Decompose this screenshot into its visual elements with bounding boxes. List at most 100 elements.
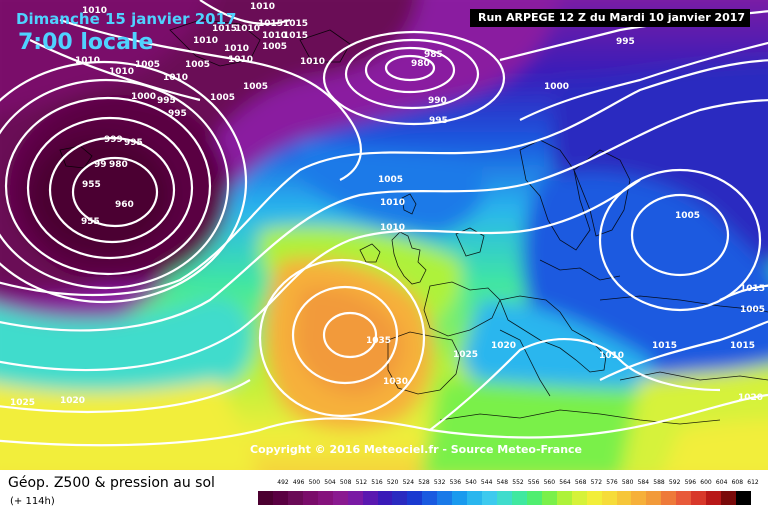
color-scale-swatch — [302, 491, 318, 505]
isobar-label: 1005 — [243, 82, 268, 92]
color-scale-tick-label: 496 — [292, 479, 305, 486]
color-scale-tick-label: 524 — [402, 479, 415, 486]
isobar-labels: 1010 1015 1010 1015 1015 1010 1015 1010 … — [10, 2, 765, 408]
isobar-label: 995 — [616, 37, 635, 47]
color-scale-swatch — [407, 491, 423, 505]
color-scale-swatch — [631, 491, 647, 505]
color-scale-swatch — [511, 491, 527, 505]
isobar-label: 1010 — [193, 36, 218, 46]
isobar-label: 1010 — [75, 56, 100, 66]
color-scale-swatch — [347, 491, 363, 505]
isobar-label: 999 — [104, 135, 123, 145]
color-scale-tick-label: 592 — [668, 479, 681, 486]
isobar-label: 1005 — [210, 93, 235, 103]
color-scale-tick-label: 564 — [559, 479, 571, 486]
color-scale-tick-label: 516 — [371, 479, 383, 486]
isobar-label: 1010 — [380, 198, 405, 208]
isobar-label: 1010 — [109, 67, 134, 77]
color-scale-tick-label: 576 — [606, 479, 618, 486]
color-scale-swatch — [526, 491, 542, 505]
color-scale-swatch — [661, 491, 677, 505]
color-scale-tick-label: 512 — [355, 479, 368, 486]
z500-field — [0, 0, 768, 470]
color-scale-swatch — [586, 491, 602, 505]
color-scale-swatch — [736, 491, 751, 505]
color-scale-tick-label: 572 — [590, 479, 603, 486]
isobars — [0, 0, 768, 445]
legend-footer: Géop. Z500 & pression au sol (+ 114h) 49… — [0, 470, 768, 512]
isobar-label: 1025 — [10, 398, 35, 408]
copyright-notice: Copyright © 2016 Meteociel.fr - Source M… — [250, 443, 583, 456]
color-scale-swatch — [258, 491, 273, 505]
isobar-label: 995 — [168, 109, 187, 119]
color-scale-swatch — [362, 491, 378, 505]
isobar-label: 980 — [411, 59, 430, 69]
isobar-label: 990 — [428, 96, 447, 106]
isobar-label: 1010 — [380, 223, 405, 233]
color-scale-tick-label: 508 — [339, 479, 352, 486]
color-scale-tick-label: 556 — [527, 479, 540, 486]
color-scale-tick-label: 580 — [621, 479, 634, 486]
isobar-label: 1005 — [378, 175, 403, 185]
isobar-label: 1010 — [228, 55, 253, 65]
color-scale-tick-label: 532 — [433, 479, 446, 486]
color-scale-tick-label: 552 — [512, 479, 524, 486]
isobar-label: 1015 — [283, 31, 308, 41]
color-scale-swatch — [332, 491, 348, 505]
color-scale-tick-label: 604 — [715, 479, 728, 486]
isobar-label: 1015 — [212, 24, 237, 34]
isobar-label: 995 — [157, 96, 176, 106]
coastlines — [59, 19, 768, 425]
isobar-label: 1015 — [258, 19, 283, 29]
color-scale-swatch — [437, 491, 453, 505]
color-scale-swatch — [272, 491, 288, 505]
color-scale-swatch — [422, 491, 438, 505]
forecast-time: 7:00 locale — [18, 30, 154, 55]
isobar-label: 960 — [115, 200, 134, 210]
color-scale-swatch — [706, 491, 722, 505]
color-scale-tick-label: 588 — [653, 479, 665, 486]
color-scale-tick-label: 584 — [637, 479, 650, 486]
forecast-date: Dimanche 15 janvier 2017 — [16, 10, 237, 28]
forecast-hour: (+ 114h) — [10, 496, 55, 507]
isobar-label: 1020 — [60, 396, 85, 406]
isobar-label: 985 — [424, 50, 443, 60]
color-scale-tick-label: 492 — [277, 479, 289, 486]
isobar-label: 1005 — [675, 211, 700, 221]
color-scale-tick-label: 560 — [543, 479, 556, 486]
isobar-label: 955 — [81, 217, 100, 227]
isobar-label: 1010 — [82, 6, 107, 16]
color-scale-swatch — [392, 491, 408, 505]
color-scale-swatch — [676, 491, 692, 505]
color-scale-tick-label: 528 — [418, 479, 430, 486]
color-scale-tick-label: 544 — [480, 479, 493, 486]
isobar-label: 1010 — [300, 57, 325, 67]
isobar-label: 955 — [82, 180, 101, 190]
isobar-label: 1005 — [740, 305, 765, 315]
color-scale-swatch — [556, 491, 572, 505]
isobar-label: 980 — [109, 160, 128, 170]
isobar-label: 1010 — [262, 31, 287, 41]
isobar-label: 1025 — [453, 350, 478, 360]
run-info: Run ARPEGE 12 Z du Mardi 10 janvier 2017 — [478, 11, 746, 24]
color-scale-swatch — [541, 491, 557, 505]
color-scale-swatch — [721, 491, 736, 505]
color-scale-tick-label: 536 — [449, 479, 462, 486]
color-scale-swatch — [467, 491, 483, 505]
isobar-label: 1010 — [163, 73, 188, 83]
isobar-label: 1000 — [544, 82, 569, 92]
isobar-label: 1000 — [131, 92, 156, 102]
isobar-label: 1010 — [224, 44, 249, 54]
color-scale-swatch — [497, 491, 512, 505]
color-scale-swatch — [287, 491, 303, 505]
isobar-label: 1010 — [250, 2, 275, 12]
color-scale-swatch — [377, 491, 393, 505]
isobar-label: 995 — [429, 116, 448, 126]
isobar-label: 1035 — [366, 336, 391, 346]
color-scale-tick-label: 520 — [386, 479, 399, 486]
isobar-label: 1005 — [135, 60, 160, 70]
isobar-label: 1005 — [262, 42, 287, 52]
isobar-label: 1010 — [599, 351, 624, 361]
product-title: Géop. Z500 & pression au sol — [8, 475, 215, 491]
